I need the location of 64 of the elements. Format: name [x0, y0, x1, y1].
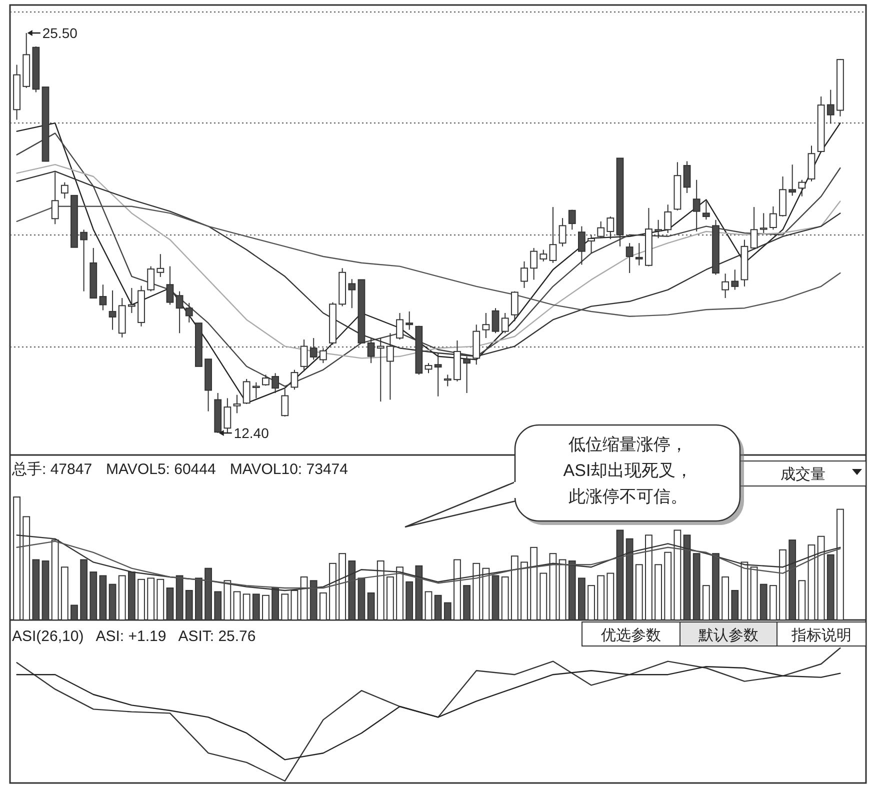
candlestick — [166, 266, 174, 306]
candlestick — [128, 287, 136, 314]
candlestick — [406, 310, 414, 330]
candlestick — [147, 266, 155, 292]
candlestick — [731, 269, 739, 290]
text: ASI: +1.19 — [96, 628, 166, 645]
candlestick — [702, 200, 710, 220]
candlestick — [501, 312, 509, 334]
text: 低位缩量涨停， — [568, 435, 688, 454]
candlestick — [692, 179, 700, 232]
candlestick — [664, 204, 672, 234]
candlestick — [549, 206, 557, 264]
text: 优选参数 — [601, 627, 661, 644]
candlestick — [722, 273, 730, 299]
candlestick — [290, 369, 298, 390]
candlestick — [788, 164, 796, 196]
candlestick — [769, 206, 777, 230]
candlestick — [176, 290, 184, 334]
candlestick — [281, 388, 289, 418]
candlestick — [510, 290, 518, 322]
candlestick — [252, 382, 260, 399]
text: ASIT: 25.76 — [178, 628, 256, 645]
candlestick — [798, 179, 806, 197]
text: ASI(26,10) — [12, 628, 84, 645]
text: 指标说明 — [790, 627, 852, 644]
text: 总手: 47847 — [11, 461, 92, 478]
candlestick — [242, 378, 250, 404]
candlestick — [424, 362, 432, 374]
annotation: 25.50 — [42, 25, 78, 41]
candlestick — [156, 254, 164, 278]
candlestick — [558, 218, 566, 247]
text: 默认参数 — [698, 627, 758, 644]
candlestick — [750, 206, 758, 250]
candlestick — [540, 249, 548, 262]
candlestick — [233, 394, 241, 414]
candlestick — [348, 278, 356, 309]
text: MAVOL5: 60444 — [106, 461, 216, 478]
candlestick — [108, 290, 116, 330]
candlestick — [300, 339, 308, 372]
candlestick — [482, 312, 490, 339]
candlestick — [319, 348, 327, 364]
candlestick — [760, 212, 768, 234]
candlestick — [654, 219, 662, 239]
candlestick — [444, 374, 452, 387]
candlestick — [396, 312, 404, 340]
candlestick — [597, 220, 605, 239]
candlestick — [626, 242, 634, 274]
candlestick — [588, 234, 595, 254]
text: ASI却出现死叉， — [563, 461, 693, 480]
text: 成交量 — [780, 466, 826, 483]
text: MAVOL10: 73474 — [230, 461, 348, 478]
annotation: 此涨停不可信。 — [568, 487, 688, 506]
annotation: 12.40 — [234, 425, 270, 441]
candlestick — [224, 398, 232, 434]
candlestick — [99, 284, 107, 311]
candlestick — [492, 308, 500, 334]
candlestick — [606, 216, 614, 240]
candlestick — [568, 209, 576, 230]
candlestick — [185, 302, 193, 323]
candlestick — [635, 242, 643, 266]
candlestick — [683, 160, 691, 194]
candlestick — [520, 260, 528, 288]
candlestick — [530, 247, 538, 280]
candlestick — [60, 182, 68, 199]
